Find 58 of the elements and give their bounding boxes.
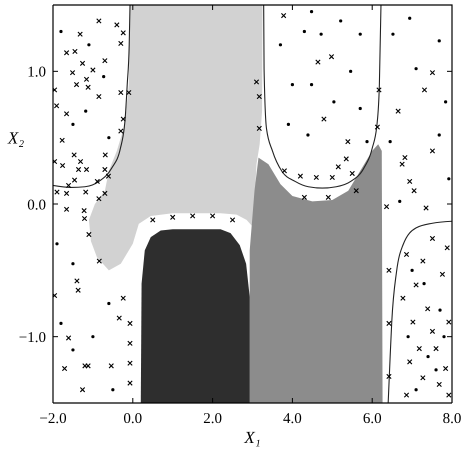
point [365,140,369,144]
point [310,83,314,86]
point [71,348,75,352]
point [444,100,448,104]
point [414,67,418,70]
point [71,122,75,126]
point [91,335,94,338]
point [71,262,75,266]
point [302,30,306,34]
point [320,32,323,36]
point [442,335,446,338]
point [286,122,290,126]
y-axis-title: X₂ [6,128,24,148]
x-tick-label: 4.0 [283,411,302,427]
point [406,335,410,338]
point [398,200,402,203]
point [349,70,352,73]
point [339,19,342,23]
x-tick-label: 6.0 [362,411,382,427]
point [447,177,450,180]
point [388,140,392,144]
point [414,388,418,392]
x-axis-title: X₁ [243,428,261,447]
point [410,268,414,272]
y-tick-label: −1.0 [18,330,46,346]
point [310,10,314,14]
line-series [388,220,452,403]
point [434,368,438,372]
x-tick-label: 0.0 [123,411,142,427]
line-series [53,5,131,188]
line-series [263,5,382,189]
point [422,282,426,286]
point [408,16,412,20]
x-tick-label: −2.0 [39,411,67,427]
x-tick-label: 8.0 [442,411,462,427]
point [358,106,362,110]
point [55,242,59,246]
point [358,32,362,36]
point [84,110,88,113]
point [290,83,294,86]
point [59,322,63,325]
y-tick-label: 1.0 [27,64,46,81]
point [107,136,110,140]
point [306,133,310,137]
point [59,30,63,34]
point [438,133,441,137]
point [426,354,430,358]
point [102,75,106,78]
x-tick-label: 2.0 [203,411,222,427]
y-tick-label: 0.0 [27,197,46,214]
point [391,32,395,36]
point [332,100,336,104]
point [438,39,441,42]
point [278,43,282,46]
point [438,308,442,312]
point [87,43,91,46]
point [111,388,114,392]
point [107,302,110,306]
